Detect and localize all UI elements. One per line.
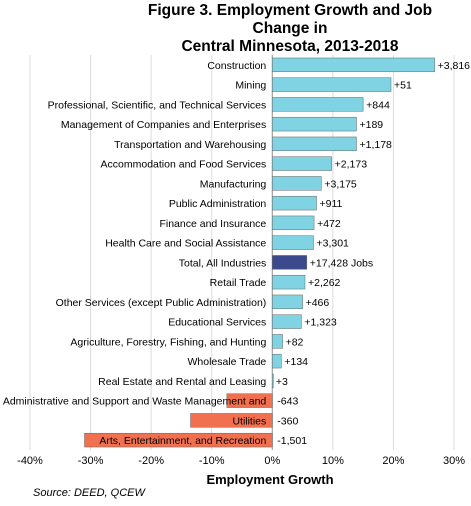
category-label: Educational Services (168, 317, 266, 329)
chart-title-line-2: Central Minnesota, 2013-2018 (181, 38, 399, 55)
bar (272, 235, 314, 250)
data-label: -360 (277, 415, 298, 427)
x-tick-label: -20% (138, 455, 164, 467)
bar (190, 413, 273, 428)
data-label: -1,501 (277, 435, 307, 447)
category-label: Health Care and Social Assistance (105, 238, 266, 250)
x-tick-label: 0% (264, 455, 280, 467)
bar (272, 294, 303, 310)
data-label: +189 (359, 119, 383, 131)
category-label: Real Estate and Rental and Leasing (98, 376, 266, 388)
category-label: Agriculture, Forestry, Fishing, and Hunt… (70, 336, 266, 348)
category-label: Retail Trade (210, 277, 267, 289)
chart-title: Figure 3. Employment Growth and Job Chan… (130, 2, 450, 56)
source-note: Source: DEED, QCEW (33, 487, 145, 499)
data-label: +134 (284, 356, 308, 368)
category-label: Total, All Industries (179, 257, 267, 269)
category-label: Wholesale Trade (187, 356, 266, 368)
bar (272, 57, 435, 73)
category-label: Arts, Entertainment, and Recreation (99, 435, 266, 447)
data-label: +472 (317, 218, 341, 230)
category-label: Public Administration (169, 198, 267, 210)
category-labels: Construction Mining Professional, Scientif… (3, 60, 267, 447)
bar (272, 195, 317, 211)
bar (272, 116, 357, 132)
bar (84, 432, 273, 448)
data-label: +466 (306, 297, 330, 309)
x-tick-label: 10% (322, 455, 344, 467)
bar (272, 255, 308, 270)
category-label: Other Services (except Public Administra… (56, 297, 267, 309)
category-label: Professional, Scientific, and Technical … (48, 99, 267, 111)
bar (272, 215, 315, 231)
data-labels: +3,816 +51 +844 +189 +1,178 +2,173 +3,175 +911 +… (276, 60, 470, 447)
bar (272, 274, 306, 290)
bar (272, 334, 283, 349)
bar (272, 97, 364, 112)
chart-title-line-1: Figure 3. Employment Growth and Job Chan… (147, 2, 433, 37)
bar (226, 393, 273, 408)
data-label: +17,428 Jobs (310, 257, 373, 269)
gridlines (29, 55, 455, 450)
x-tick-label: -40% (17, 455, 43, 467)
bar (272, 156, 332, 171)
category-label: Manufacturing (200, 178, 267, 190)
bars (84, 57, 435, 448)
x-tick-label: 20% (382, 455, 404, 467)
x-axis-label: Employment Growth (206, 472, 333, 487)
data-label: +3,175 (324, 178, 357, 190)
data-label: +82 (286, 336, 304, 348)
data-label: +844 (366, 99, 390, 111)
data-label: +51 (394, 80, 412, 92)
category-label: Administrative and Support and Waste Man… (3, 396, 267, 408)
data-label: -643 (277, 396, 298, 408)
bar (272, 353, 282, 369)
data-label: +1,323 (304, 317, 337, 329)
category-label: Mining (235, 80, 266, 92)
bar (272, 136, 357, 152)
data-label: +3,816 (438, 60, 471, 72)
x-tick-label: -10% (199, 455, 225, 467)
category-label: Management of Companies and Enterprises (61, 119, 266, 131)
data-label: +2,173 (335, 159, 368, 171)
bar (272, 373, 274, 389)
category-label: Accommodation and Food Services (101, 159, 267, 171)
data-label: +1,178 (359, 139, 392, 151)
x-tick-label: 30% (443, 455, 465, 467)
x-tick-labels: -40% -30% -20% -10% 0% 10% 20% 30% (17, 455, 465, 467)
data-label: +2,262 (308, 277, 341, 289)
data-label: +3,301 (316, 238, 349, 250)
category-label: Transportation and Warehousing (114, 139, 266, 151)
data-label: +911 (320, 198, 343, 210)
bar (272, 77, 392, 92)
data-label: +3 (276, 376, 288, 388)
x-tick-label: -30% (78, 455, 104, 467)
bar (272, 314, 302, 329)
bar (272, 176, 322, 191)
category-label: Utilities (232, 415, 266, 427)
category-label: Finance and Insurance (159, 218, 266, 230)
category-label: Construction (207, 60, 266, 72)
